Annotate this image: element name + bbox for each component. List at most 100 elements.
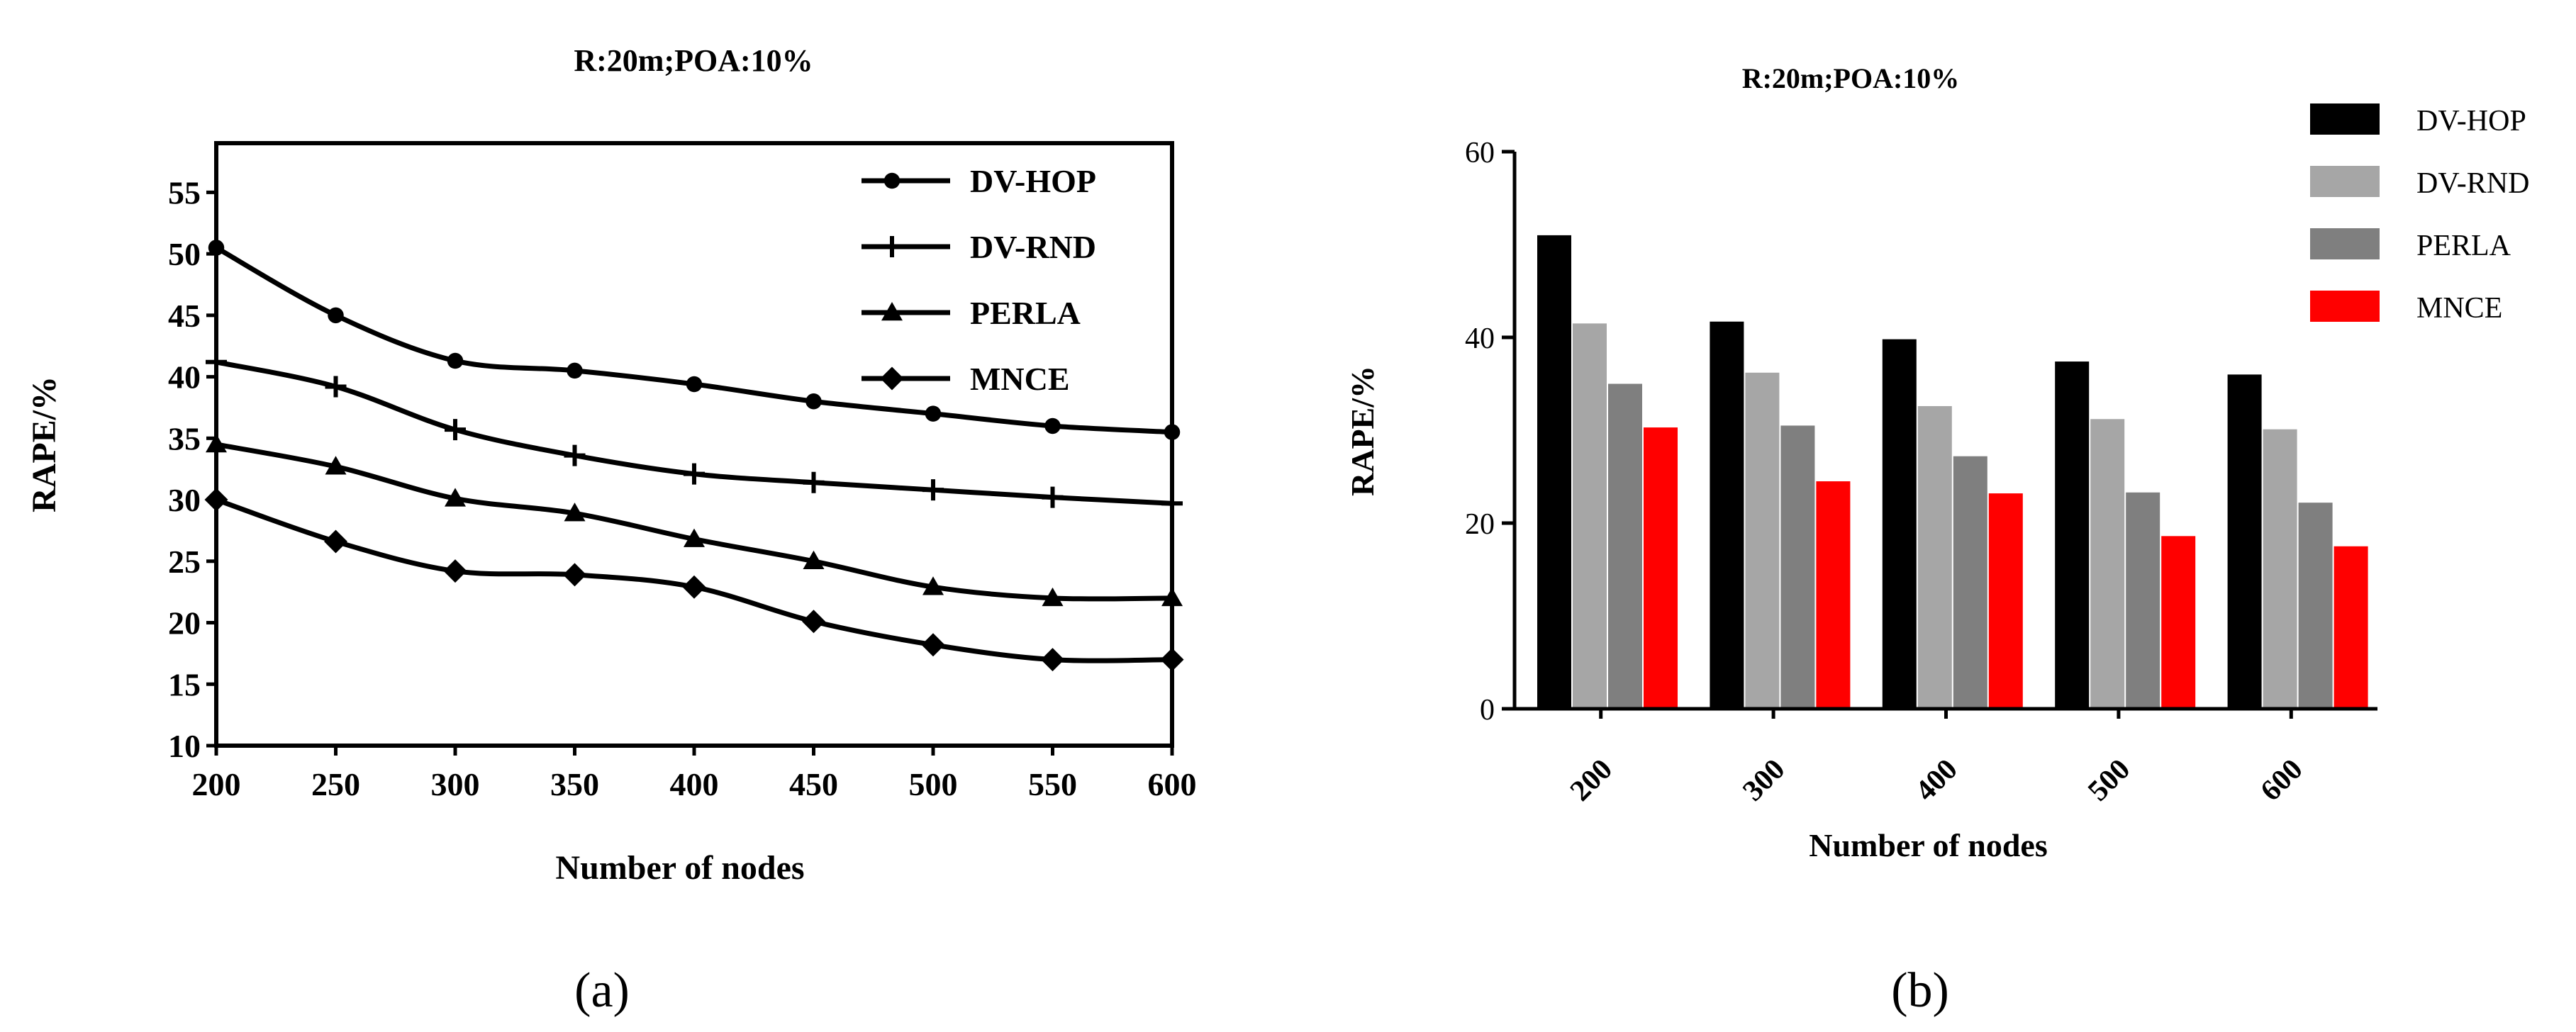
chart-a-x-axis-label: Number of nodes [555,849,804,887]
bar-mnce-300 [1816,481,1851,709]
chart-b-x-tick-label: 600 [2255,753,2309,807]
legend-label-dv-hop: DV-HOP [2416,105,2526,138]
series-point-perla [564,503,586,522]
bar-perla-600 [2298,503,2333,709]
chart-b-x-tick-label: 200 [1564,753,1619,807]
series-point-dv-hop [805,393,822,410]
chart-a-x-tick-label: 450 [789,766,838,802]
series-point-dv-hop [1044,417,1061,434]
chart-b-y-tick-label: 60 [1465,137,1495,169]
chart-a-y-tick-label: 30 [168,482,201,518]
series-point-perla [803,550,825,570]
chart-a-y-tick-label: 10 [168,728,201,764]
chart-b-y-tick-label: 40 [1465,322,1495,355]
panel-label-b: (b) [1891,963,1949,1018]
chart-b-y-axis-label: RAPE/% [1344,366,1381,496]
bar-perla-400 [1953,456,1987,709]
series-line-dv-hop [215,245,1173,435]
bar-mnce-200 [1644,427,1678,709]
series-mnce [1644,427,2368,709]
bar-dv-rnd-600 [2263,429,2297,709]
series-perla [206,434,1183,607]
series-point-dv-hop [447,352,464,369]
series-mnce [204,488,1184,672]
chart-a-y-tick-label: 25 [168,544,201,580]
chart-b-x-tick-label: 300 [1736,753,1791,807]
series-point-dv-rnd [325,376,347,398]
series-dv-hop [1537,235,2262,710]
series-point-perla [922,576,944,595]
series-point-dv-hop [925,405,942,422]
bar-dv-hop-500 [2055,361,2090,709]
series-point-mnce [1041,648,1064,672]
bar-mnce-500 [2161,536,2196,709]
chart-a-y-tick-label: 55 [168,174,201,211]
chart-b-y-tick-label: 20 [1465,508,1495,541]
legend-marker-dv-rnd [881,236,903,257]
chart-a-y-axis-label: RAPE/% [26,376,63,512]
line-chart-a: R:20m;POA:10% 10 15 20 25 30 35 40 45 50 55 200 250 3… [26,43,1197,1018]
chart-a-x-tick-label: 200 [192,766,241,802]
chart-a-x-tick-label: 600 [1148,766,1197,802]
chart-a-y-tick-label: 35 [168,420,201,456]
legend-label-perla: PERLA [2416,230,2511,262]
series-point-dv-hop [1164,424,1181,440]
series-point-perla [1161,587,1183,607]
chart-b-x-tick-label: 500 [2082,753,2136,807]
series-point-perla [206,434,227,453]
bar-chart-b: R:20m;POA:10% DV-HOP DV-RND PERLA MNCE 0 20 40 6… [1344,62,2529,1018]
series-point-perla [325,456,347,475]
legend-label-dv-rnd: DV-RND [970,229,1096,265]
legend-swatch-dv-rnd [2310,166,2380,197]
bar-dv-hop-600 [2227,374,2262,709]
series-point-dv-hop [328,307,344,324]
panel-label-a: (a) [574,963,630,1018]
chart-a-y-tick-label: 20 [168,605,201,641]
chart-b-x-tick-label: 400 [1909,753,1964,807]
chart-b-x-axis-label: Number of nodes [1809,827,2048,863]
chart-a-x-tick-label: 350 [550,766,599,802]
legend-label-perla: PERLA [970,295,1081,331]
series-dv-hop [208,240,1181,440]
series-point-dv-rnd [1042,486,1064,508]
series-perla [1608,383,2333,709]
bar-dv-rnd-500 [2090,419,2125,709]
series-point-dv-rnd [922,479,944,501]
bar-dv-hop-400 [1882,339,1917,709]
bar-dv-rnd-300 [1745,372,1780,709]
legend-swatch-perla [2310,228,2380,259]
bar-dv-hop-200 [1537,235,1571,709]
bar-dv-rnd-400 [1917,405,1952,709]
legend-marker-perla [881,302,903,321]
series-point-perla [684,528,705,547]
chart-a-x-tick-label: 400 [670,766,719,802]
series-point-dv-hop [208,240,225,256]
series-point-dv-rnd [684,463,705,485]
legend-label-dv-rnd: DV-RND [2416,167,2529,200]
legend-swatch-mnce [2310,291,2380,322]
chart-a-y-tick-label: 40 [168,359,201,396]
chart-a-x-tick-label: 500 [909,766,958,802]
bar-dv-rnd-200 [1573,323,1607,710]
series-point-dv-hop [567,362,583,379]
chart-b-y-tick-label: 0 [1480,694,1495,727]
series-point-mnce [204,488,228,512]
legend-label-mnce: MNCE [2416,292,2502,325]
bar-perla-200 [1608,383,1642,709]
series-point-mnce [443,559,467,583]
bar-mnce-400 [1988,493,2023,709]
chart-a-x-tick-label: 300 [431,766,480,802]
legend-label-dv-hop: DV-HOP [970,163,1096,199]
bar-mnce-600 [2334,546,2368,709]
series-point-dv-rnd [1161,493,1183,515]
chart-a-title: R:20m;POA:10% [574,43,813,78]
series-point-mnce [921,633,945,657]
chart-a-y-tick-label: 45 [168,298,201,334]
series-point-dv-rnd [206,351,227,373]
bar-dv-hop-300 [1710,321,1744,710]
chart-a-x-tick-label: 550 [1028,766,1077,802]
series-point-dv-hop [686,376,703,393]
bar-perla-500 [2126,492,2160,709]
legend-marker-dv-hop [883,172,901,189]
